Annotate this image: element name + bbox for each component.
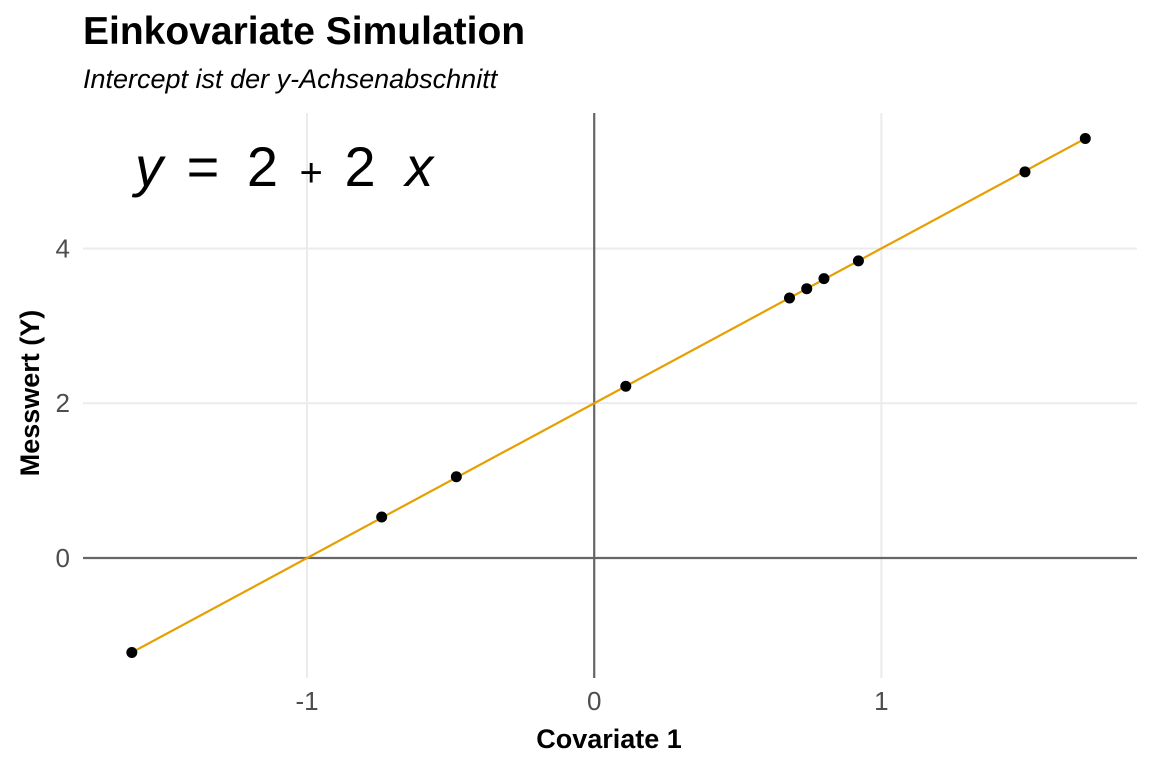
x-axis-title: Covariate 1 <box>536 724 682 754</box>
x-tick-label: 0 <box>587 686 601 716</box>
data-point <box>1019 166 1031 178</box>
x-tick-label: -1 <box>295 686 318 716</box>
equation-plus: + <box>300 151 323 195</box>
data-point <box>783 292 795 304</box>
equation-slope: 2 <box>344 135 375 198</box>
chart-subtitle: Intercept ist der y-Achsenabschnitt <box>83 64 498 94</box>
y-tick-label: 2 <box>56 388 70 418</box>
data-point <box>620 380 632 392</box>
x-tick-label: 1 <box>874 686 888 716</box>
equation-equals: = <box>187 135 220 198</box>
data-points <box>126 133 1091 658</box>
data-point <box>126 646 138 658</box>
x-tick-labels: -1 0 1 <box>295 686 888 716</box>
data-point <box>450 471 462 483</box>
fit-line <box>131 137 1086 654</box>
equation-annotation: y = 2 + 2 x <box>131 135 435 198</box>
y-tick-label: 4 <box>56 233 70 263</box>
equation-x-var: x <box>402 135 435 198</box>
data-point <box>852 255 864 267</box>
chart-title: Einkovariate Simulation <box>83 10 526 53</box>
y-tick-labels: 0 2 4 <box>56 233 70 573</box>
data-point <box>1079 133 1091 145</box>
reference-lines <box>83 113 1137 678</box>
y-axis-title: Messwert (Y) <box>15 310 45 477</box>
equation-y-var: y <box>131 135 166 198</box>
y-tick-label: 0 <box>56 543 70 573</box>
data-point <box>801 283 813 295</box>
data-point <box>376 511 388 523</box>
data-point <box>818 273 830 285</box>
equation-intercept: 2 <box>247 135 278 198</box>
